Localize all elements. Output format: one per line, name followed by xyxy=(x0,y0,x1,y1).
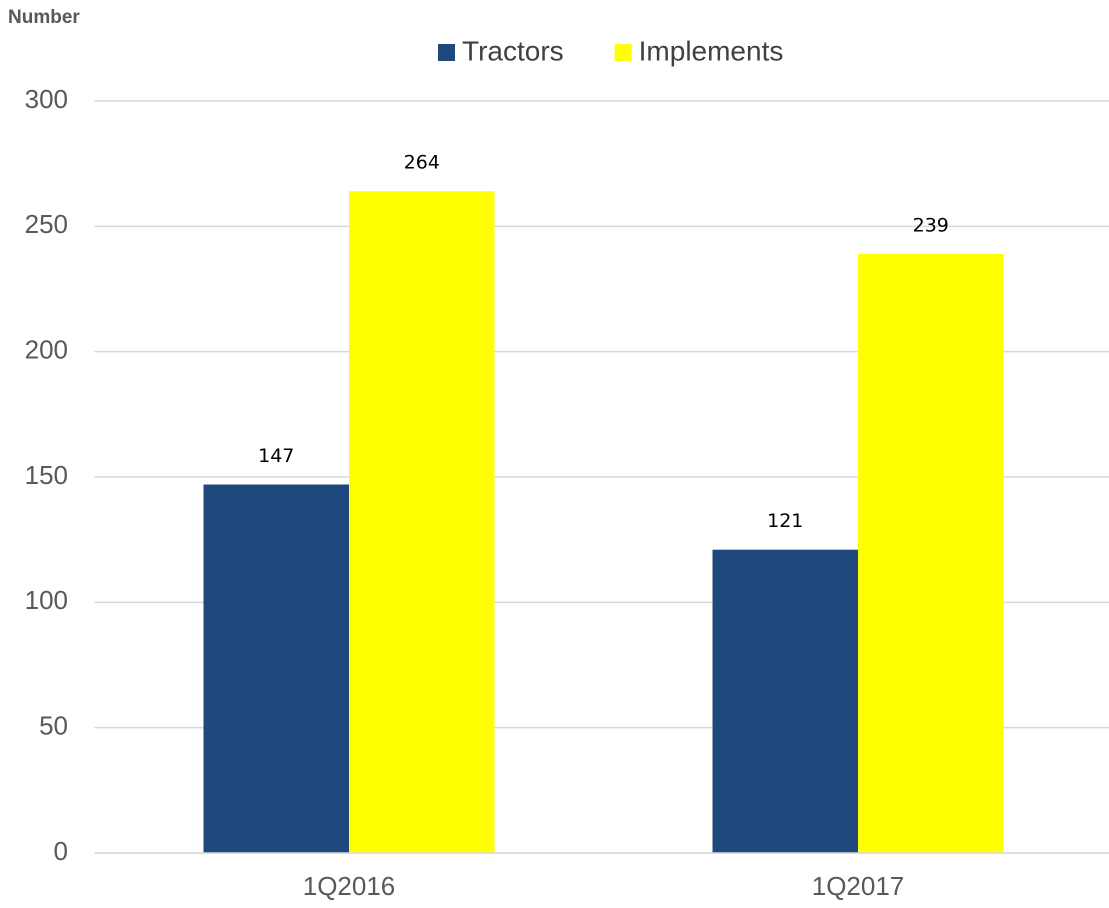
bar xyxy=(858,253,1004,853)
data-label: 147 xyxy=(258,445,294,467)
legend-label: Implements xyxy=(639,35,784,66)
legend-swatch xyxy=(438,44,455,61)
data-label: 239 xyxy=(913,214,949,236)
data-label: 264 xyxy=(404,152,440,174)
bar xyxy=(349,191,495,854)
y-tick-label: 150 xyxy=(25,460,68,490)
bar xyxy=(712,549,858,853)
legend-swatch xyxy=(614,44,632,61)
legend-label: Tractors xyxy=(462,35,564,66)
y-tick-label: 0 xyxy=(54,836,68,866)
data-label: 121 xyxy=(767,510,803,532)
y-axis-label: Number xyxy=(8,7,80,28)
x-tick-label: 1Q2016 xyxy=(303,871,396,901)
y-tick-label: 50 xyxy=(39,711,68,741)
y-tick-label: 250 xyxy=(25,209,68,239)
bar xyxy=(203,484,349,853)
y-tick-label: 300 xyxy=(25,84,68,114)
x-tick-label: 1Q2017 xyxy=(812,871,905,901)
y-tick-label: 100 xyxy=(25,585,68,615)
y-tick-label: 200 xyxy=(25,335,68,365)
